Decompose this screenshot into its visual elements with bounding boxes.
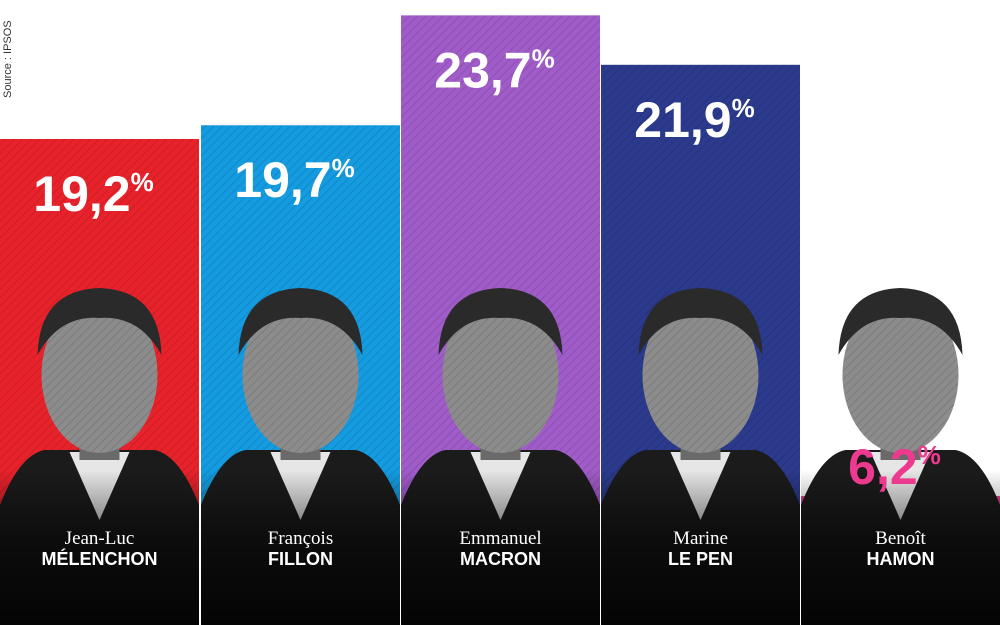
label-shade (201, 470, 400, 625)
portrait-hair (37, 288, 162, 355)
candidate-last-name: LE PEN (668, 549, 733, 569)
value-percent: % (332, 153, 355, 183)
portrait-face-texture (842, 297, 959, 453)
value-label: 6,2% (848, 439, 941, 495)
portrait-face-texture (242, 297, 359, 453)
value-percent: % (532, 43, 555, 73)
label-shade (401, 470, 600, 625)
value-percent: % (732, 93, 755, 123)
portrait-face-texture (442, 297, 559, 453)
candidate-last-name: HAMON (867, 549, 935, 569)
candidate-last-name: MÉLENCHON (42, 548, 158, 569)
portrait-hair (438, 288, 563, 355)
portrait-face-texture (642, 297, 759, 453)
candidate-first-name: Benoît (875, 528, 926, 549)
label-shade (801, 470, 1000, 625)
portrait-face-texture (41, 297, 158, 453)
portrait-hair (838, 288, 963, 355)
label-shade (601, 470, 800, 625)
value-percent: % (131, 167, 154, 197)
candidate-first-name: Jean-Luc (65, 528, 135, 549)
portrait-hair (638, 288, 763, 355)
candidate-first-name: Marine (673, 528, 728, 549)
candidate-first-name: François (268, 528, 333, 549)
candidate-last-name: MACRON (460, 549, 541, 569)
candidate-first-name: Emmanuel (459, 528, 541, 549)
label-shade (0, 470, 199, 625)
candidate-last-name: FILLON (268, 549, 333, 569)
portrait-hair (238, 288, 363, 355)
value-percent: % (918, 440, 941, 470)
